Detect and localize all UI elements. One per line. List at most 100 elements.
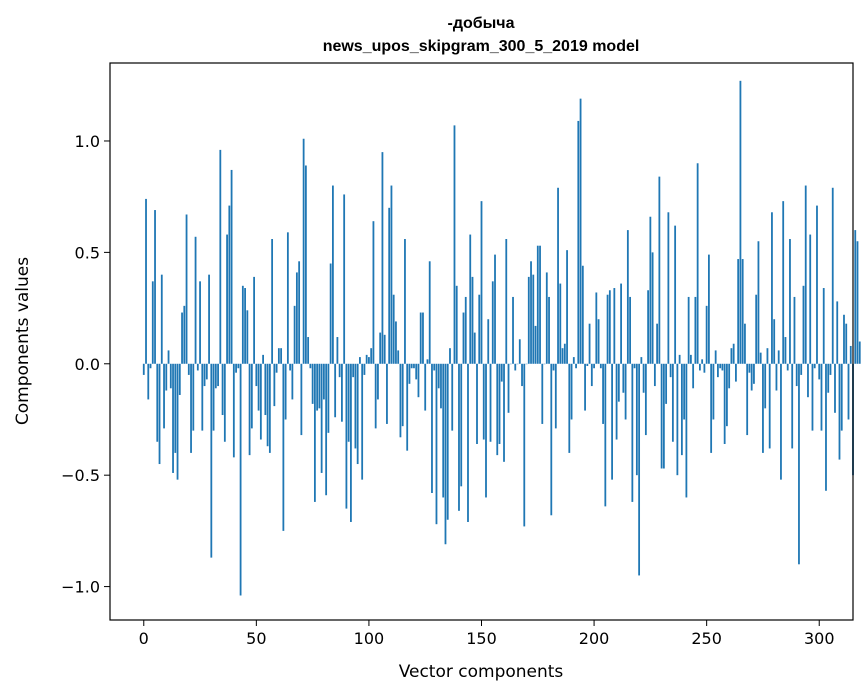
bar [624,363,627,420]
bar [388,207,391,364]
bar [856,241,859,364]
bar [653,363,656,387]
bar [773,319,776,364]
bar [151,281,154,364]
bar [590,363,593,387]
bar [347,363,350,442]
bar [800,363,803,375]
bar [250,363,253,429]
bar [667,212,670,364]
bar [363,363,366,375]
bar [214,363,217,389]
bar [599,363,602,369]
bar [496,363,499,456]
bar [606,294,609,364]
bar [428,261,431,364]
bar [676,363,679,476]
bar [205,363,208,380]
bar [442,363,445,498]
bar [847,363,850,420]
bar [244,288,246,364]
bar [365,354,368,364]
bar [858,341,861,364]
bar [313,363,316,502]
bar [377,363,379,400]
bar [230,169,233,364]
bar [498,363,501,444]
bar [372,221,375,364]
bar [588,323,591,364]
bar [156,363,159,442]
bar [316,363,319,411]
bar [523,363,526,527]
bar [827,363,830,393]
bar [613,288,616,364]
bar [426,359,429,364]
bar [422,312,424,364]
bar [410,363,413,369]
bar [395,321,397,364]
bar [480,201,483,364]
bar [235,363,237,373]
bar [446,363,449,520]
bar [721,363,724,371]
bar [255,363,258,387]
bar [228,205,231,364]
bar [453,125,456,364]
bar [584,363,586,411]
bar [291,363,294,400]
bar [503,363,505,462]
bar [665,363,668,404]
bar [755,294,758,364]
bar [764,363,767,409]
bar [552,363,555,371]
bar [638,363,641,576]
bar [374,363,377,429]
bar [557,187,559,364]
bar [284,363,287,420]
bar [726,363,728,427]
bar [327,363,330,433]
bar [604,363,607,507]
bar [563,343,566,364]
bar [575,363,577,369]
bar [730,348,733,364]
bar [746,363,749,436]
bar [622,363,625,393]
bar [656,323,659,364]
bar [199,281,201,364]
bar [424,363,427,411]
bar [766,348,769,364]
bar [521,363,523,387]
bar [329,263,332,364]
bar [651,252,654,364]
bar [401,363,404,427]
bar [194,236,197,364]
bar [514,363,517,371]
bar [854,230,857,364]
bar [518,339,521,364]
x-tick-label: 150 [466,629,497,648]
bar [811,363,814,431]
bar [325,363,328,496]
bar [586,363,589,367]
bar [566,250,568,364]
bar [237,363,240,369]
bar [264,363,267,416]
bar [167,350,170,364]
bar [527,276,530,364]
bar [494,254,496,364]
x-tick-label: 250 [691,629,722,648]
bar [737,259,740,364]
bar [807,363,809,398]
bar [548,296,550,364]
bar [154,210,156,364]
bar [293,305,296,364]
bar [757,241,760,364]
bar [473,332,476,364]
bar [816,205,818,364]
x-tick-label: 100 [354,629,385,648]
x-tick-label: 300 [804,629,835,648]
bar [680,363,683,456]
